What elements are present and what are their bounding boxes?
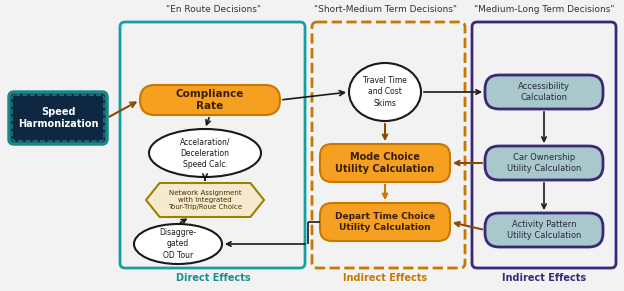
Polygon shape [146,183,264,217]
FancyBboxPatch shape [485,213,603,247]
Text: Compliance
Rate: Compliance Rate [176,89,244,111]
Text: Mode Choice
Utility Calculation: Mode Choice Utility Calculation [336,152,434,174]
Text: "En Route Decisions": "En Route Decisions" [165,4,260,13]
Text: Disaggre-
gated
OD Tour: Disaggre- gated OD Tour [160,228,197,260]
FancyBboxPatch shape [320,203,450,241]
Text: Direct Effects: Direct Effects [176,273,250,283]
Text: Travel Time
and Cost
Skims: Travel Time and Cost Skims [363,77,407,108]
FancyBboxPatch shape [485,75,603,109]
Ellipse shape [134,224,222,264]
FancyBboxPatch shape [9,92,107,144]
Text: Accessibility
Calculation: Accessibility Calculation [518,82,570,102]
Text: Network Assignment
with Integrated
Tour-Trip/Roue Choice: Network Assignment with Integrated Tour-… [168,189,242,210]
FancyBboxPatch shape [485,146,603,180]
Text: Car Ownership
Utility Calculation: Car Ownership Utility Calculation [507,153,581,173]
FancyBboxPatch shape [140,85,280,115]
Text: Depart Time Choice
Utility Calculation: Depart Time Choice Utility Calculation [335,212,435,232]
Text: Activity Pattern
Utility Calculation: Activity Pattern Utility Calculation [507,220,581,240]
FancyBboxPatch shape [320,144,450,182]
Ellipse shape [349,63,421,121]
Text: "Short-Medium Term Decisions": "Short-Medium Term Decisions" [313,4,457,13]
Text: Speed
Harmonization: Speed Harmonization [17,107,98,129]
Text: "Medium-Long Term Decisions": "Medium-Long Term Decisions" [474,4,614,13]
Text: Indirect Effects: Indirect Effects [343,273,427,283]
Text: Accelaration/
Deceleration
Speed Calc.: Accelaration/ Deceleration Speed Calc. [180,137,230,168]
Ellipse shape [149,129,261,177]
Text: Indirect Effects: Indirect Effects [502,273,586,283]
